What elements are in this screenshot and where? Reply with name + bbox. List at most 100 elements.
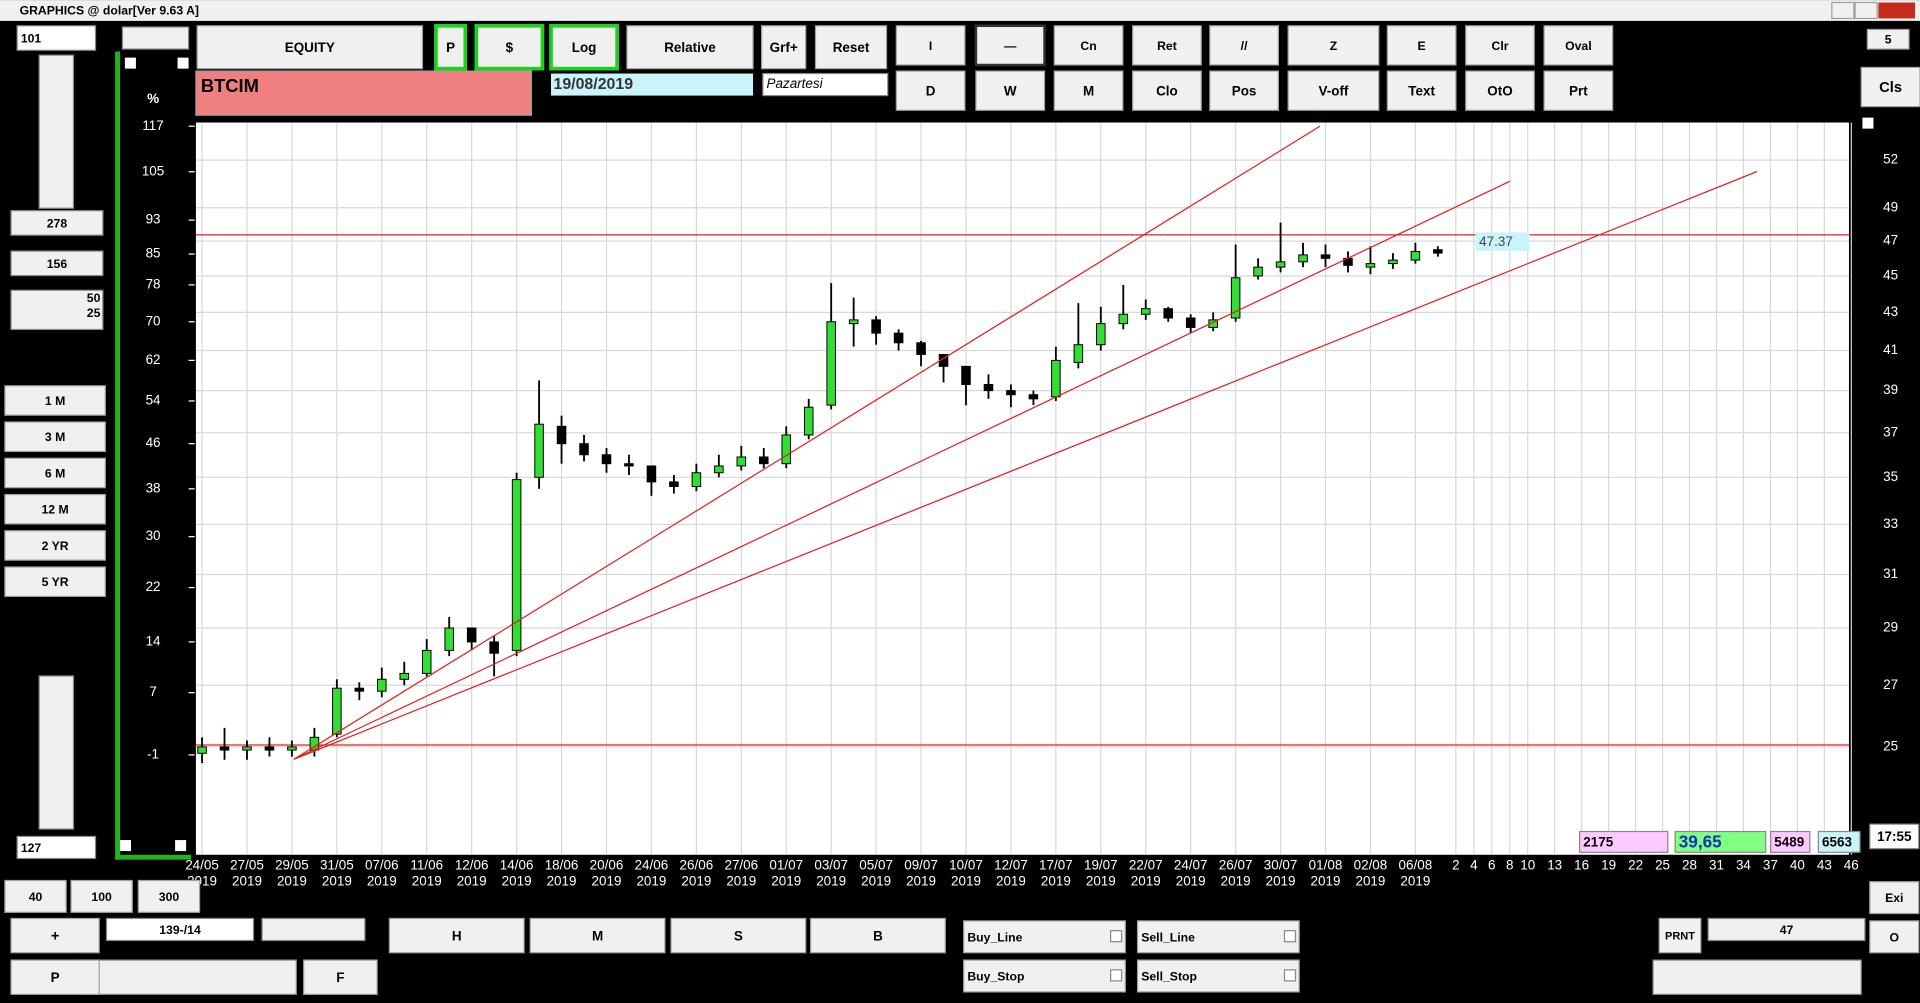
button[interactable]	[434, 23, 468, 71]
button-label: 300	[159, 890, 180, 904]
button[interactable]	[975, 70, 1046, 111]
y-tick-label: 41	[1883, 342, 1898, 357]
button[interactable]	[1658, 917, 1702, 954]
button[interactable]	[4, 385, 106, 416]
y-tick-label: 52	[1883, 152, 1898, 167]
button[interactable]	[1132, 25, 1202, 66]
button[interactable]	[670, 917, 807, 954]
x-year-label: 2019	[816, 873, 846, 888]
title-bar	[0, 0, 1920, 21]
button[interactable]	[1136, 920, 1300, 954]
candle-body	[242, 746, 252, 751]
candle-body	[983, 383, 994, 392]
button[interactable]	[388, 917, 525, 954]
y2-tick-label: 78	[146, 276, 161, 291]
field	[1674, 830, 1767, 853]
button[interactable]	[474, 23, 545, 71]
x-year-label: 2019	[681, 873, 711, 888]
minimize[interactable]	[1831, 1, 1855, 20]
scrollbar[interactable]	[1652, 959, 1862, 995]
button-label: 1 M	[45, 394, 65, 408]
candle-body	[601, 454, 612, 465]
button[interactable]	[814, 25, 888, 70]
button[interactable]	[963, 959, 1126, 993]
y2-tick-label: 46	[146, 435, 161, 450]
button-label: M	[592, 928, 603, 943]
button[interactable]	[4, 421, 106, 453]
x-year-label: 2019	[1355, 873, 1385, 888]
scrollbar[interactable]	[261, 917, 366, 942]
button-label: Relative	[664, 40, 716, 55]
button[interactable]	[4, 493, 106, 525]
button[interactable]	[10, 917, 100, 954]
button[interactable]	[1386, 25, 1457, 66]
button-label: Oval	[1565, 39, 1592, 53]
button[interactable]	[70, 879, 133, 913]
checkbox[interactable]	[1110, 969, 1123, 982]
candle-body	[1028, 394, 1039, 400]
candle-body	[1230, 277, 1241, 319]
button[interactable]	[1866, 28, 1910, 50]
field-value: 278	[47, 216, 68, 230]
candle-body	[1275, 261, 1286, 268]
close-window[interactable]	[1878, 2, 1916, 19]
button[interactable]	[1465, 25, 1535, 66]
button[interactable]	[196, 25, 424, 70]
button[interactable]	[1053, 25, 1124, 66]
button[interactable]	[1869, 881, 1920, 915]
button-label: S	[734, 928, 743, 943]
button[interactable]	[1209, 70, 1279, 111]
button[interactable]	[1543, 70, 1614, 111]
button[interactable]	[1136, 959, 1300, 993]
button[interactable]	[626, 25, 754, 70]
field-value: 25	[87, 306, 101, 320]
button[interactable]	[1053, 70, 1124, 111]
button[interactable]	[1869, 920, 1920, 954]
button[interactable]	[1465, 70, 1535, 111]
button[interactable]	[810, 917, 946, 954]
checkbox[interactable]	[1862, 117, 1874, 129]
button[interactable]	[529, 917, 666, 954]
candle-body	[736, 456, 747, 467]
button[interactable]	[1209, 25, 1279, 66]
button[interactable]	[974, 24, 1046, 67]
button[interactable]	[4, 566, 106, 598]
maximize[interactable]	[1854, 1, 1878, 20]
scrollbar[interactable]	[38, 675, 75, 830]
button[interactable]	[761, 25, 807, 70]
checkbox[interactable]	[177, 57, 189, 69]
button[interactable]	[137, 879, 201, 913]
checkbox[interactable]	[124, 57, 136, 69]
button[interactable]	[1386, 70, 1457, 111]
scrollbar[interactable]	[77, 959, 297, 995]
candle-body	[691, 472, 702, 488]
button[interactable]	[1132, 70, 1202, 111]
button[interactable]	[1543, 25, 1614, 66]
candle-body	[1073, 344, 1084, 363]
checkbox[interactable]	[1283, 969, 1297, 982]
button[interactable]	[10, 959, 100, 995]
x-tick-label: 01/08	[1309, 857, 1343, 872]
button[interactable]	[895, 70, 966, 111]
button[interactable]	[1287, 70, 1380, 111]
button[interactable]	[1860, 66, 1920, 108]
button[interactable]	[1287, 25, 1380, 66]
button-label: Ret	[1157, 39, 1177, 53]
button[interactable]	[963, 920, 1126, 954]
field	[16, 25, 97, 51]
x-year-label: 2019	[861, 873, 891, 888]
checkbox[interactable]	[120, 840, 132, 852]
y-tick-label: 27	[1883, 677, 1898, 692]
button[interactable]	[4, 879, 67, 913]
button[interactable]	[895, 25, 966, 66]
button[interactable]	[4, 530, 106, 561]
button[interactable]	[303, 959, 378, 995]
button[interactable]	[4, 457, 106, 489]
scrollbar[interactable]	[38, 54, 75, 209]
y2-tick-label: 54	[146, 393, 161, 408]
checkbox[interactable]	[1110, 930, 1123, 943]
checkbox[interactable]	[175, 840, 187, 852]
button[interactable]	[549, 23, 619, 71]
checkbox[interactable]	[1283, 930, 1297, 943]
scrollbar[interactable]	[121, 26, 190, 50]
